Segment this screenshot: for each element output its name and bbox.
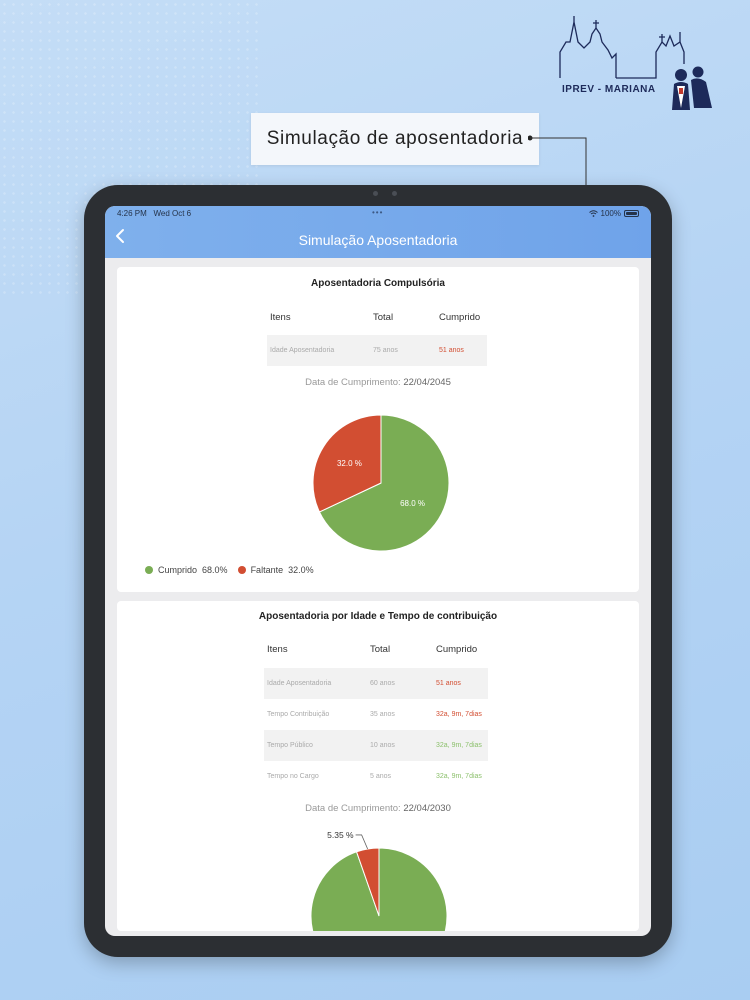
card-compulsoria: Aposentadoria Compulsória Itens Total Cu… bbox=[117, 267, 639, 592]
pie-label-faltante: 32.0 % bbox=[337, 459, 362, 468]
pie-slice-cumprido bbox=[318, 414, 450, 552]
status-indicators: 100% bbox=[588, 209, 639, 218]
app-bar-title: Simulação Aposentadoria bbox=[298, 232, 458, 248]
completion-date: Data de Cumprimento: 22/04/2030 bbox=[305, 803, 451, 814]
table-header: Itens Total Cumprido bbox=[267, 307, 487, 327]
ipad-frame: 4:26 PM Wed Oct 6 ••• 100% Simulação Apo… bbox=[84, 185, 672, 957]
legend-label-faltante: Faltante bbox=[250, 565, 284, 575]
table-row: Idade Aposentadoria 60 anos 51 anos bbox=[264, 668, 488, 699]
card-title: Aposentadoria por Idade e Tempo de contr… bbox=[258, 611, 498, 622]
card-title: Aposentadoria Compulsória bbox=[311, 278, 445, 289]
completion-date: Data de Cumprimento: 22/04/2045 bbox=[305, 377, 451, 388]
caption-connector bbox=[528, 135, 587, 186]
legend-value-faltante: 32.0% bbox=[288, 565, 314, 575]
camera-dot bbox=[392, 191, 397, 196]
status-time: 4:26 PM Wed Oct 6 bbox=[117, 209, 192, 218]
camera-dot bbox=[373, 191, 378, 196]
battery-icon bbox=[624, 210, 639, 217]
caption-box: Simulação de aposentadoria bbox=[251, 113, 539, 165]
card-idade-contribuicao: Aposentadoria por Idade e Tempo de contr… bbox=[117, 601, 639, 931]
pie-slice-faltante bbox=[312, 414, 382, 513]
pie-chart-idade-contribuicao: 5.35 % bbox=[310, 830, 448, 931]
table-row: Idade Aposentadoria 75 anos 51 anos bbox=[267, 335, 487, 366]
caption-text: Simulação de aposentadoria bbox=[266, 128, 524, 149]
wifi-icon bbox=[588, 210, 598, 217]
legend-value-cumprido: 68.0% bbox=[202, 565, 228, 575]
legend-dot-cumprido bbox=[145, 566, 153, 574]
pie-slice-faltante bbox=[355, 847, 380, 917]
table-row: Tempo no Cargo 5 anos 32a, 9m, 7dias bbox=[267, 773, 482, 780]
chart-legend: Cumprido 68.0% Faltante 32.0% bbox=[145, 565, 314, 575]
items-table: Itens Total Cumprido Idade Aposentadoria… bbox=[267, 307, 487, 366]
pie-label-leader bbox=[355, 834, 368, 850]
multitask-dots[interactable]: ••• bbox=[372, 208, 384, 217]
pie-slice-cumprido bbox=[310, 847, 448, 931]
table-header: Itens Total Cumprido bbox=[267, 643, 478, 655]
header-itens: Itens bbox=[270, 311, 291, 323]
app-screen: 4:26 PM Wed Oct 6 ••• 100% Simulação Apo… bbox=[105, 206, 651, 936]
pie-chart-compulsoria: 68.0 % 32.0 % bbox=[312, 414, 450, 552]
legend-dot-faltante bbox=[237, 566, 246, 574]
items-table: Itens Total Cumprido Idade Aposentadoria… bbox=[264, 639, 488, 792]
header-cumprido: Cumprido bbox=[439, 311, 481, 323]
back-chevron-icon[interactable] bbox=[115, 228, 125, 244]
header-total: Total bbox=[373, 311, 394, 323]
pie-label-cumprido: 68.0 % bbox=[400, 499, 425, 508]
table-row: Tempo Público 10 anos 32a, 9m, 7dias bbox=[264, 730, 488, 761]
logo-text: IPREV - MARIANA bbox=[562, 84, 656, 95]
table-row: Tempo Contribuição 35 anos 32a, 9m, 7dia… bbox=[267, 711, 482, 718]
battery-percent: 100% bbox=[600, 209, 621, 218]
iprev-logo: IPREV - MARIANA bbox=[556, 12, 726, 122]
legend-label-cumprido: Cumprido bbox=[158, 565, 198, 575]
app-bar: 4:26 PM Wed Oct 6 ••• 100% Simulação Apo… bbox=[105, 206, 651, 258]
pie-label-faltante: 5.35 % bbox=[327, 830, 354, 840]
